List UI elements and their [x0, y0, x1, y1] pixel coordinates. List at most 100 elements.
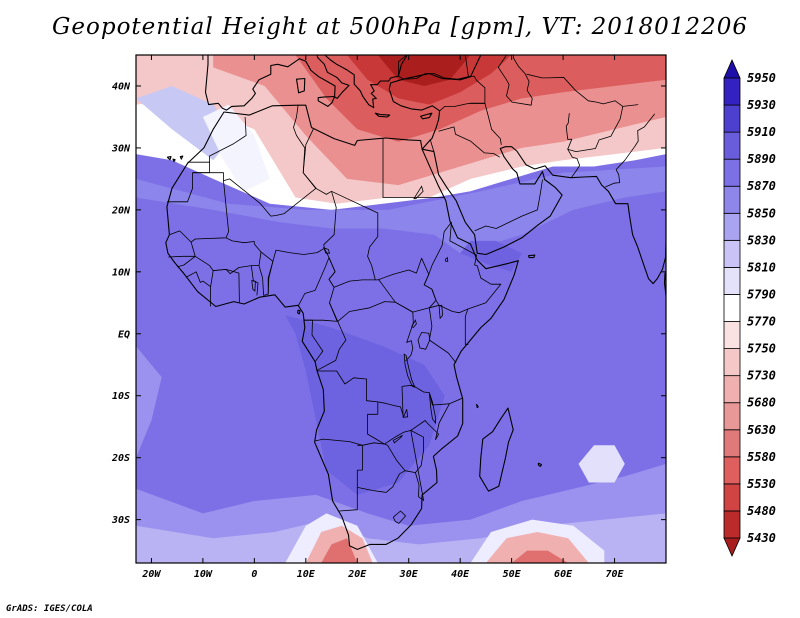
colorbar-level-label: 5530 — [747, 477, 776, 491]
y-tick-label: EQ — [118, 329, 130, 340]
x-tick-label: 10E — [297, 569, 316, 580]
border-somalia-kenya — [464, 308, 469, 345]
lake-lake-tana — [444, 256, 449, 262]
x-axis: 20W 10W 0 10E 20E 30E 40E 50E 60E 70E — [141, 55, 625, 580]
lake-lake-turkana — [438, 304, 444, 320]
coastline-canary-3 — [179, 155, 184, 160]
field-region-indian-ocean-red — [511, 550, 569, 563]
colorbar-level-label: 5870 — [747, 179, 776, 193]
colorbar-level-label: 5580 — [747, 450, 776, 464]
border-angola-namibia-zambia — [314, 413, 385, 446]
colorbar-level-label: 5770 — [747, 315, 776, 329]
colorbar-swatch — [723, 321, 741, 349]
colorbar-high-arrow — [723, 59, 741, 79]
x-tick-label: 20E — [347, 569, 367, 580]
border-kenya-uganda-tanzania — [428, 304, 457, 364]
colorbar-level-label: 5850 — [747, 206, 776, 220]
lake-lake-malawi — [428, 392, 436, 425]
border-black-sea — [397, 55, 469, 80]
border-turkey-syria — [438, 75, 486, 112]
colorbar-level-label: 5930 — [747, 98, 776, 112]
colorbar-swatch — [723, 510, 741, 539]
field-region-indian-ocean-pink — [485, 532, 589, 563]
border-botswana-sa-zim — [357, 443, 406, 493]
colorbar-level-label: 5750 — [747, 342, 776, 356]
border-congo-drc — [316, 321, 347, 371]
border-niger-south — [253, 243, 325, 262]
border-uganda-west-rwanda — [405, 322, 414, 362]
lake-lake-volta — [251, 279, 256, 292]
coastline-socotra — [528, 254, 536, 259]
border-egypt-sudan-nile — [429, 139, 435, 152]
field-region-nw-white-tongue — [202, 104, 270, 192]
coastline-canary-2 — [172, 158, 176, 163]
map-title: Geopotential Height at 500hPa [gpm], VT:… — [52, 14, 748, 40]
height-field-shading — [136, 55, 666, 563]
colorbar-swatch — [723, 104, 741, 133]
border-moz-sa-malawi — [410, 397, 463, 501]
coastline-comoros — [476, 403, 479, 409]
colorbar-swatch — [723, 185, 741, 214]
y-tick-label: 20N — [111, 205, 131, 216]
y-axis: 40N 30N 20N 10N EQ 10S 20S 30S — [111, 81, 666, 526]
border-drc-zambia — [377, 384, 413, 418]
coastline-canary-1 — [166, 156, 172, 161]
plot-frame — [135, 54, 667, 564]
coastline-europe-south — [204, 55, 350, 111]
lake-lake-tanganyika — [403, 353, 416, 388]
colorbar-level-label: 5680 — [747, 396, 776, 410]
colorbar-swatch — [723, 348, 741, 377]
x-tick-label: 10W — [194, 569, 213, 580]
y-tick-label: 30S — [111, 515, 130, 526]
lake-lake-chad — [323, 246, 331, 254]
coastline-arabia — [388, 55, 666, 285]
x-tick-label: 60E — [554, 569, 573, 580]
y-tick-label: 30N — [111, 143, 131, 154]
coastline-africa-coast — [165, 104, 519, 550]
colorbar-swatch — [723, 212, 741, 241]
colorbar-swatch — [723, 158, 741, 187]
colorbar-level-label: 5830 — [747, 233, 776, 247]
border-namibia-botswana-sa — [339, 444, 363, 512]
colorbar-swatch — [723, 456, 741, 485]
colorbar-swatch — [723, 294, 741, 322]
lake-lake-albert — [411, 319, 417, 329]
y-tick-label: 10S — [112, 391, 130, 402]
y-tick-label: 40N — [112, 81, 131, 92]
border-afghan-pakistan — [567, 104, 639, 153]
border-nigeria-cameroon — [267, 261, 274, 295]
colorbar-swatch — [723, 131, 741, 160]
border-zim-moz-zambia — [384, 429, 425, 474]
x-tick-label: 50E — [503, 569, 522, 580]
border-pakistan-india — [605, 113, 656, 188]
coastline-cyprus — [420, 112, 433, 120]
border-libya-west — [302, 128, 332, 195]
colorbar-swatch — [723, 375, 741, 404]
field-region-west-light-band — [136, 346, 162, 458]
colorbar: 5430 5480 5530 5580 5630 5680 5730 5750 5770 5790… — [723, 59, 776, 557]
colorbar-level-label: 5890 — [747, 152, 776, 166]
lake-lake-victoria — [417, 332, 431, 350]
coastline-balkans-greece — [324, 55, 408, 109]
border-libya-egypt-sudan — [382, 138, 445, 198]
coastline-sardinia — [295, 77, 306, 94]
border-ethiopia-eritrea — [423, 221, 502, 314]
colorbar-low-arrow — [723, 537, 741, 557]
colorbar-level-label: 5630 — [747, 423, 776, 437]
border-mali-south — [190, 241, 262, 275]
x-tick-label: 30E — [399, 569, 419, 580]
colorbar-swatch — [723, 239, 741, 268]
coastline-bioko — [297, 309, 301, 315]
colorbar-swatch — [723, 429, 741, 458]
coastline-crete — [374, 112, 391, 118]
grads-credit: GrADS: IGES/COLA — [6, 604, 93, 614]
colorbar-swatch — [723, 267, 741, 295]
x-tick-label: 40E — [451, 569, 470, 580]
border-central-asia — [526, 73, 624, 107]
x-tick-label: 0 — [251, 569, 257, 580]
lake-lake-nasser — [413, 185, 424, 200]
colorbar-level-label: 5810 — [747, 260, 776, 274]
coastline-sicily — [317, 95, 336, 107]
colorbar-swatch — [723, 483, 741, 512]
